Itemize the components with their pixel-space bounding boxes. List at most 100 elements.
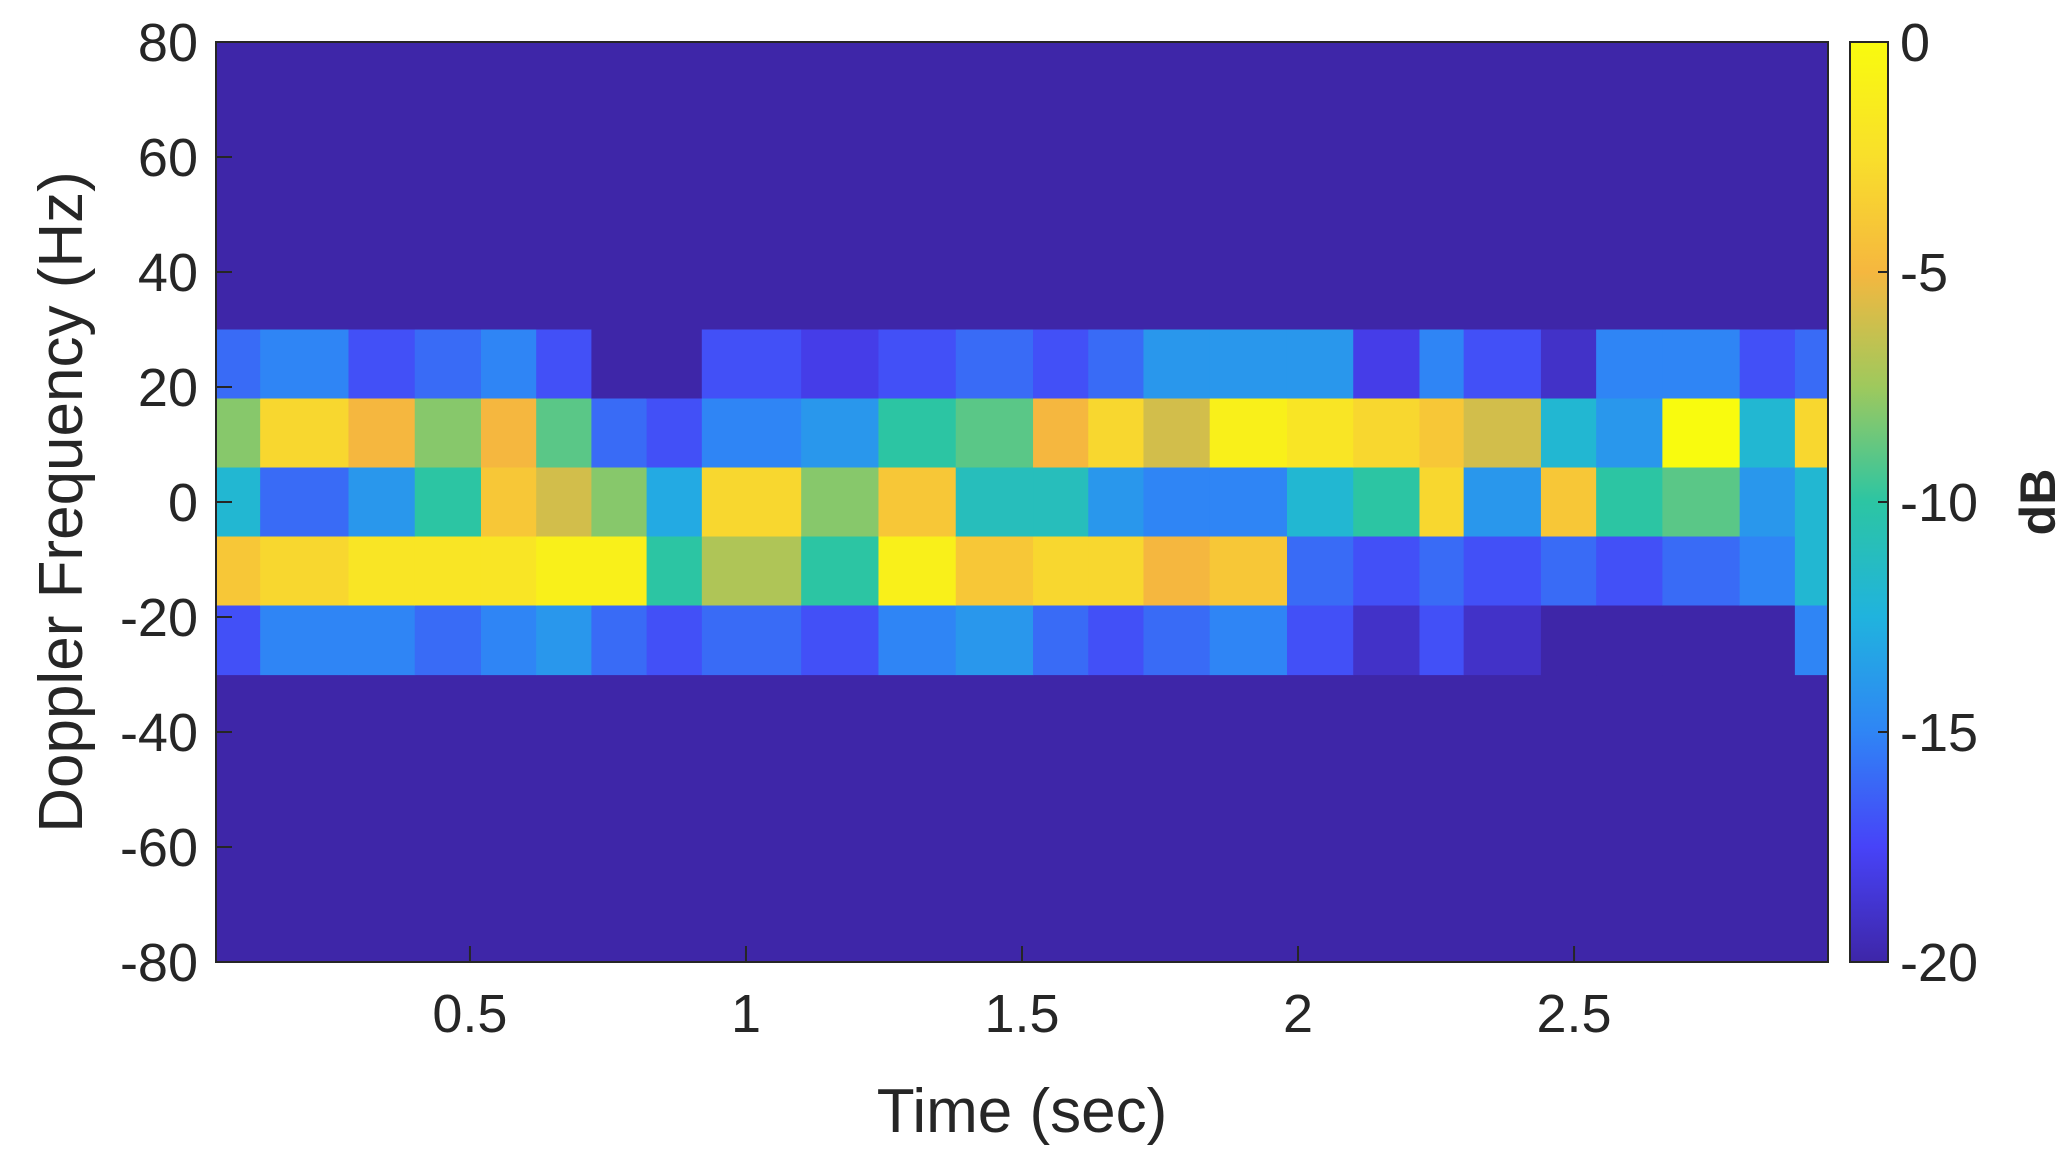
heatmap-cell-21-2 xyxy=(1596,467,1663,538)
heatmap-cell-17-4 xyxy=(1353,605,1421,676)
heatmap-cell-2-1 xyxy=(348,398,416,469)
heatmap-cell-4-0 xyxy=(480,329,537,400)
heatmap-cell-21-3 xyxy=(1596,536,1663,607)
y-tick-label: -80 xyxy=(120,933,198,993)
heatmap-cell-8-0 xyxy=(701,329,802,400)
heatmap-cell-22-3 xyxy=(1662,536,1741,607)
heatmap-cell-13-1 xyxy=(1088,398,1145,469)
heatmap-cell-3-1 xyxy=(414,398,482,469)
heatmap-cell-23-3 xyxy=(1739,536,1796,607)
heatmap-cell-14-3 xyxy=(1143,536,1211,607)
heatmap-cell-15-0 xyxy=(1209,329,1288,400)
y-tick-label: 80 xyxy=(138,13,198,73)
heatmap-cell-23-0 xyxy=(1739,329,1796,400)
heatmap-cell-21-1 xyxy=(1596,398,1663,469)
heatmap-cell-11-3 xyxy=(955,536,1034,607)
heatmap-cell-18-2 xyxy=(1419,467,1465,538)
heatmap-cell-19-3 xyxy=(1463,536,1542,607)
heatmap-cell-11-2 xyxy=(955,467,1034,538)
heatmap-cell-15-3 xyxy=(1209,536,1288,607)
heatmap-cell-10-2 xyxy=(878,467,957,538)
y-tick-label: -40 xyxy=(120,703,198,763)
heatmap-cell-0-3 xyxy=(216,536,261,607)
heatmap-cell-6-1 xyxy=(591,398,648,469)
heatmap-cell-7-2 xyxy=(646,467,703,538)
heatmap-cell-2-3 xyxy=(348,536,416,607)
heatmap-cell-17-3 xyxy=(1353,536,1421,607)
heatmap-cell-14-4 xyxy=(1143,605,1211,676)
heatmap-cell-8-2 xyxy=(701,467,802,538)
heatmap-cell-12-0 xyxy=(1033,329,1089,400)
heatmap-cell-12-4 xyxy=(1033,605,1089,676)
colorbar: -20 -15 -10 -5 0 dB xyxy=(1849,13,2066,993)
x-axis-label: Time (sec) xyxy=(877,1077,1167,1146)
y-tick-label: -20 xyxy=(120,588,198,648)
heatmap-cell-20-2 xyxy=(1540,467,1597,538)
heatmap-cell-1-3 xyxy=(260,536,350,607)
heatmap-cell-24-1 xyxy=(1794,398,1828,469)
heatmap-cell-13-0 xyxy=(1088,329,1145,400)
heatmap-cell-0-1 xyxy=(216,398,261,469)
heatmap-cell-15-4 xyxy=(1209,605,1288,676)
heatmap-cell-11-4 xyxy=(955,605,1034,676)
heatmap-cell-9-3 xyxy=(801,536,880,607)
heatmap-cell-1-1 xyxy=(260,398,350,469)
heatmap-cell-18-3 xyxy=(1419,536,1465,607)
heatmap-cell-22-4 xyxy=(1662,605,1741,676)
x-tick-label: 1 xyxy=(731,984,761,1044)
x-tick-label: 2.5 xyxy=(1537,984,1612,1044)
heatmap-cell-5-1 xyxy=(536,398,592,469)
heatmap-cell-8-1 xyxy=(701,398,802,469)
heatmap-cell-2-0 xyxy=(348,329,416,400)
heatmap-cell-18-0 xyxy=(1419,329,1465,400)
heatmap-cell-24-2 xyxy=(1794,467,1828,538)
heatmap-cell-11-1 xyxy=(955,398,1034,469)
y-tick-label: 20 xyxy=(138,358,198,418)
colorbar-tick-label: -5 xyxy=(1900,243,1948,303)
heatmap-cell-20-4 xyxy=(1540,605,1597,676)
heatmap-cell-2-2 xyxy=(348,467,416,538)
heatmap-cell-5-2 xyxy=(536,467,592,538)
heatmap-cell-10-3 xyxy=(878,536,957,607)
y-axis-label: Doppler Frequency (Hz) xyxy=(27,171,96,833)
heatmap-cell-18-4 xyxy=(1419,605,1465,676)
plot-area: 0.5 1 1.5 2 2.5 -80 -60 -40 -20 0 20 40 60 80 xyxy=(120,13,1829,1044)
heatmap-cell-20-3 xyxy=(1540,536,1597,607)
heatmap-cell-22-0 xyxy=(1662,329,1741,400)
heatmap-cell-1-2 xyxy=(260,467,350,538)
y-tick-label: -60 xyxy=(120,818,198,878)
heatmap-cell-8-4 xyxy=(701,605,802,676)
heatmap-cell-10-0 xyxy=(878,329,957,400)
heatmap-cell-6-4 xyxy=(591,605,648,676)
heatmap-cell-5-3 xyxy=(536,536,592,607)
heatmap-cell-22-1 xyxy=(1662,398,1741,469)
heatmap-cell-23-2 xyxy=(1739,467,1796,538)
heatmap-cell-18-1 xyxy=(1419,398,1465,469)
heatmap-cell-15-2 xyxy=(1209,467,1288,538)
heatmap-cell-8-3 xyxy=(701,536,802,607)
heatmap-cell-3-2 xyxy=(414,467,482,538)
y-tick-label: 40 xyxy=(138,243,198,303)
heatmap-cell-9-0 xyxy=(801,329,880,400)
heatmap-cell-9-4 xyxy=(801,605,880,676)
heatmap-cell-6-0 xyxy=(591,329,648,400)
y-axis-ticks: -80 -60 -40 -20 0 20 40 60 80 xyxy=(120,13,232,993)
heatmap-cell-5-4 xyxy=(536,605,592,676)
heatmap-cell-0-4 xyxy=(216,605,261,676)
heatmap-cell-16-4 xyxy=(1286,605,1354,676)
heatmap-cell-17-1 xyxy=(1353,398,1421,469)
heatmap-cell-3-3 xyxy=(414,536,482,607)
heatmap-cell-19-2 xyxy=(1463,467,1542,538)
heatmap-cell-13-2 xyxy=(1088,467,1145,538)
y-tick-label: 60 xyxy=(138,128,198,188)
heatmap-cell-14-0 xyxy=(1143,329,1211,400)
colorbar-tick-label: -15 xyxy=(1900,703,1978,763)
heatmap-cell-19-0 xyxy=(1463,329,1542,400)
x-tick-label: 2 xyxy=(1283,984,1313,1044)
x-axis-ticks: 0.5 1 1.5 2 2.5 xyxy=(432,946,1612,1044)
heatmap-cell-12-3 xyxy=(1033,536,1089,607)
heatmap-cell-10-1 xyxy=(878,398,957,469)
x-tick-label: 1.5 xyxy=(984,984,1059,1044)
heatmap-cell-13-3 xyxy=(1088,536,1145,607)
heatmap-cell-7-0 xyxy=(646,329,703,400)
